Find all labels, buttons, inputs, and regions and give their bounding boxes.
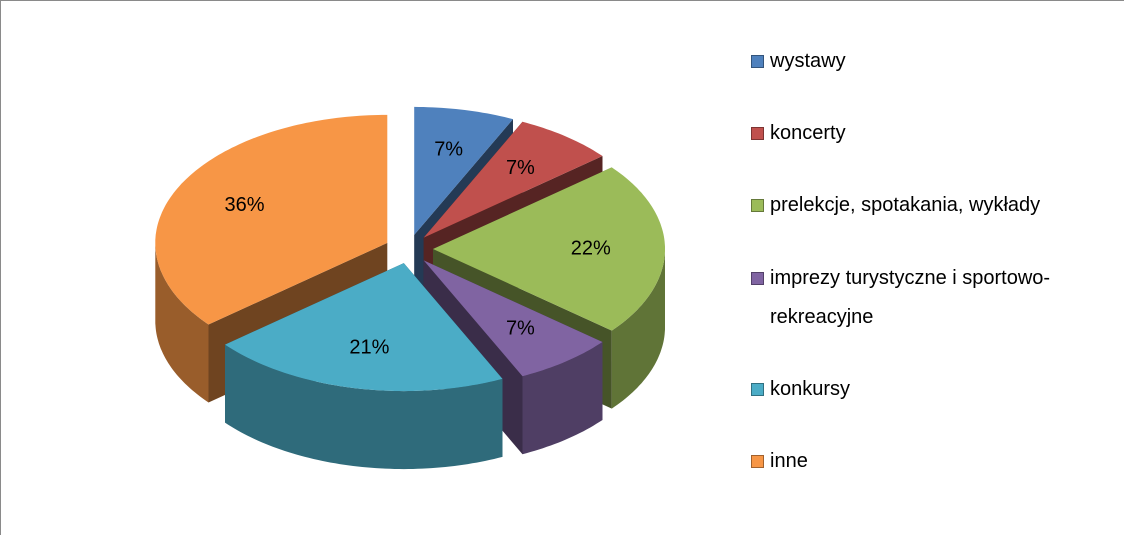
legend-item: wystawy (751, 42, 1111, 81)
legend: wystawy koncerty prelekcje, spotakania, wy… (751, 42, 1111, 481)
legend-item: inne (751, 442, 1111, 481)
slice-top (155, 114, 388, 325)
legend-label: koncerty (770, 122, 846, 145)
data-label: 36% (225, 194, 265, 216)
slice-top (225, 263, 503, 392)
slice-wall (225, 344, 503, 470)
slice-top (423, 121, 603, 238)
legend-swatch (751, 199, 764, 213)
slice (225, 263, 503, 470)
legend-swatch (751, 382, 764, 396)
slice-wall (522, 342, 603, 455)
slice-top (433, 167, 665, 331)
data-label: 21% (349, 336, 389, 358)
slice-top (414, 106, 513, 235)
legend-label: konkursy (770, 377, 851, 400)
legend-item: imprezy turystyczne i sportowo-rekreacyj… (751, 259, 1111, 337)
legend-item: koncerty (751, 114, 1111, 153)
pie-area: 7% 7% 22% 7% 21% 36% (155, 106, 665, 470)
data-label: 22% (571, 237, 611, 259)
legend-label: inne (770, 449, 808, 472)
slice-top (423, 260, 603, 377)
legend-swatch (751, 127, 764, 141)
slice-wall (155, 242, 209, 403)
data-label: 7% (434, 138, 463, 160)
legend-item: prelekcje, spotakania, wykłady (751, 186, 1111, 225)
slice-wall (611, 249, 665, 409)
legend-swatch (751, 271, 764, 285)
legend-swatch (751, 55, 764, 68)
legend-item: konkursy (751, 370, 1111, 409)
legend-swatch (751, 454, 764, 468)
data-label: 7% (506, 317, 535, 339)
legend-label: prelekcje, spotakania, wykłady (770, 194, 1041, 217)
legend-label: wystawy (770, 50, 846, 72)
data-label: 7% (506, 157, 535, 179)
legend-label: imprezy turystyczne i sportowo-rekreacyj… (770, 266, 1051, 328)
